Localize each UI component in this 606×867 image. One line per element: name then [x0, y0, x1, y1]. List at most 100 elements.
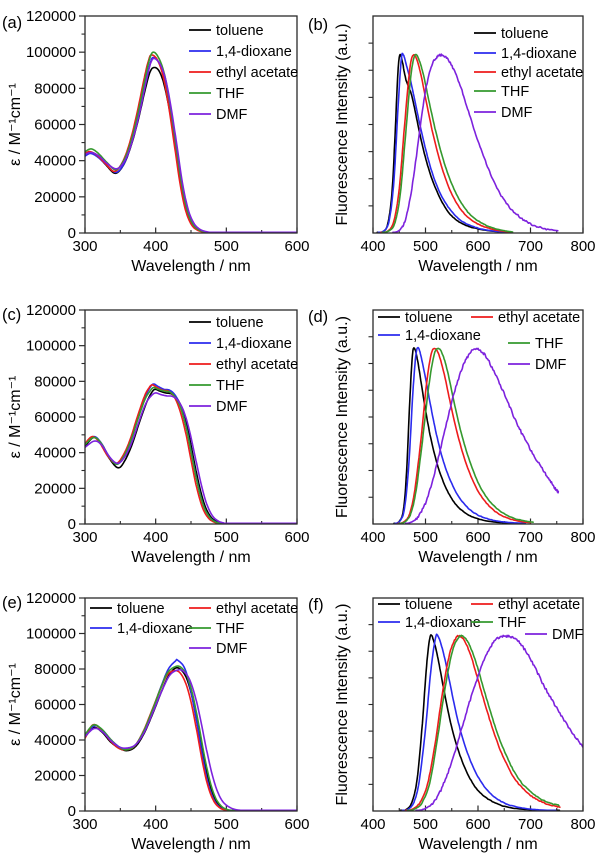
x-tick-label: 500 — [214, 816, 239, 833]
legend-item-1-4-dioxane: 1,4-dioxane — [90, 621, 193, 637]
x-axis-title: Wavelength / nm — [131, 258, 250, 275]
y-tick-label: 80000 — [34, 80, 76, 97]
x-axis-title: Wavelength / nm — [418, 258, 537, 275]
x-tick-label: 800 — [570, 816, 595, 833]
y-tick-label: 80000 — [34, 661, 76, 678]
x-tick-label: 800 — [570, 238, 595, 255]
legend-f: toluene 1,4-dioxane ethyl acetate THF DMF — [378, 597, 584, 643]
legend-label: DMF — [535, 357, 567, 373]
legend-item-dmf: DMF — [189, 107, 248, 123]
curves-e — [85, 658, 297, 811]
x-axis-title: Wavelength / nm — [131, 836, 250, 853]
x-tick-label: 500 — [413, 529, 438, 546]
legend-item-1-4-dioxane: 1,4-dioxane — [378, 615, 481, 631]
legend-e: toluene 1,4-dioxane ethyl acetate THF DMF — [90, 601, 298, 657]
y-tick-label: 60000 — [34, 697, 76, 714]
x-tick-label: 300 — [72, 529, 97, 546]
x-tick-label: 500 — [413, 238, 438, 255]
plot-frame — [84, 309, 298, 525]
y-tick-label: 120000 — [26, 590, 76, 607]
x-tick-label: 400 — [143, 238, 168, 255]
curves-b — [376, 52, 559, 233]
legend-item-dmf: DMF — [525, 627, 584, 643]
x-tick-label: 300 — [72, 238, 97, 255]
legend-label: ethyl acetate — [498, 597, 580, 613]
legend-label: 1,4-dioxane — [216, 336, 292, 352]
x-axis-title: Wavelength / nm — [418, 836, 537, 853]
x-tick-label: 600 — [284, 238, 309, 255]
y-tick-label: 20000 — [34, 480, 76, 497]
panel-e: (e) 300 400 500 600 0 20000 40000 60000 80000 1000… — [2, 590, 310, 853]
legend-label: THF — [498, 615, 526, 631]
legend-item-dmf: DMF — [474, 105, 533, 121]
x-tick-label: 800 — [570, 529, 595, 546]
curve-ethyl-acetate — [85, 54, 297, 233]
legend-item-toluene: toluene — [189, 23, 264, 39]
legend-a: toluene 1,4-dioxane ethyl acetate THF DMF — [189, 23, 298, 123]
legend-label: THF — [216, 378, 244, 394]
curve-1-4-dioxane — [85, 56, 297, 233]
legend-item-toluene: toluene — [378, 310, 453, 326]
curve-1-4-dioxane — [394, 346, 527, 524]
x-tick-label: 600 — [284, 529, 309, 546]
legend-item-thf: THF — [508, 336, 563, 352]
x-tick-label: 700 — [518, 238, 543, 255]
x-tick-label: 700 — [518, 529, 543, 546]
y-axis-title: Fluorescence Intensity (a.u.) — [334, 316, 351, 518]
curve-dmf — [404, 347, 560, 524]
legend-label: toluene — [405, 597, 453, 613]
legend-b: toluene 1,4-dioxane ethyl acetate THF DMF — [474, 26, 583, 121]
legend-label: THF — [216, 621, 244, 637]
y-tick-label: 40000 — [34, 732, 76, 749]
curve-thf — [398, 347, 534, 524]
legend-item-toluene: toluene — [474, 26, 549, 42]
curve-dmf — [392, 53, 559, 233]
legend-item-toluene: toluene — [90, 601, 165, 617]
legend-label: 1,4-dioxane — [405, 328, 481, 344]
legend-item-dmf: DMF — [189, 399, 248, 415]
plot-frame — [372, 309, 584, 525]
legend-label: toluene — [405, 310, 453, 326]
curve-thf — [85, 665, 297, 811]
legend-item-1-4-dioxane: 1,4-dioxane — [189, 44, 292, 60]
panel-a: (a) 300 400 500 600 0 20000 40000 60000 80000 1000… — [2, 8, 310, 275]
x-tick-label: 500 — [413, 816, 438, 833]
legend-item-thf: THF — [189, 86, 244, 102]
curve-ethyl-acetate — [404, 634, 561, 811]
panel-letter-b: (b) — [308, 16, 328, 34]
curve-thf — [85, 386, 297, 524]
curve-ethyl-acetate — [397, 347, 532, 524]
legend-item-1-4-dioxane: 1,4-dioxane — [474, 46, 577, 62]
legend-item-ethyl-acetate: ethyl acetate — [471, 597, 580, 613]
legend-label: ethyl acetate — [216, 601, 298, 617]
y-tick-label: 40000 — [34, 445, 76, 462]
curve-toluene — [85, 388, 297, 524]
panel-letter-d: (d) — [308, 308, 328, 326]
legend-label: ethyl acetate — [216, 65, 298, 81]
x-tick-label: 400 — [360, 529, 385, 546]
legend-label: 1,4-dioxane — [405, 615, 481, 631]
x-tick-label: 600 — [465, 529, 490, 546]
x-axis-title: Wavelength / nm — [131, 549, 250, 566]
plot-frame — [372, 597, 584, 812]
legend-label: toluene — [216, 315, 264, 331]
x-tick-label: 700 — [518, 816, 543, 833]
y-tick-label: 100000 — [26, 44, 76, 61]
y-tick-label: 20000 — [34, 189, 76, 206]
curve-thf — [406, 634, 560, 811]
y-tick-label: 60000 — [34, 117, 76, 134]
panel-letter-f: (f) — [308, 596, 324, 614]
legend-item-ethyl-acetate: ethyl acetate — [189, 601, 298, 617]
panel-b: (b) 400 500 600 700 800 Wavelength / nm Fluores… — [308, 15, 596, 275]
panel-letter-c: (c) — [2, 306, 21, 324]
y-tick-label: 20000 — [34, 768, 76, 785]
curve-thf — [381, 53, 514, 233]
plot-frame — [372, 15, 584, 234]
legend-label: THF — [535, 336, 563, 352]
legend-item-toluene: toluene — [189, 315, 264, 331]
legend-item-dmf: DMF — [189, 641, 248, 657]
legend-c: toluene 1,4-dioxane ethyl acetate THF DMF — [189, 315, 298, 415]
x-tick-label: 400 — [360, 816, 385, 833]
